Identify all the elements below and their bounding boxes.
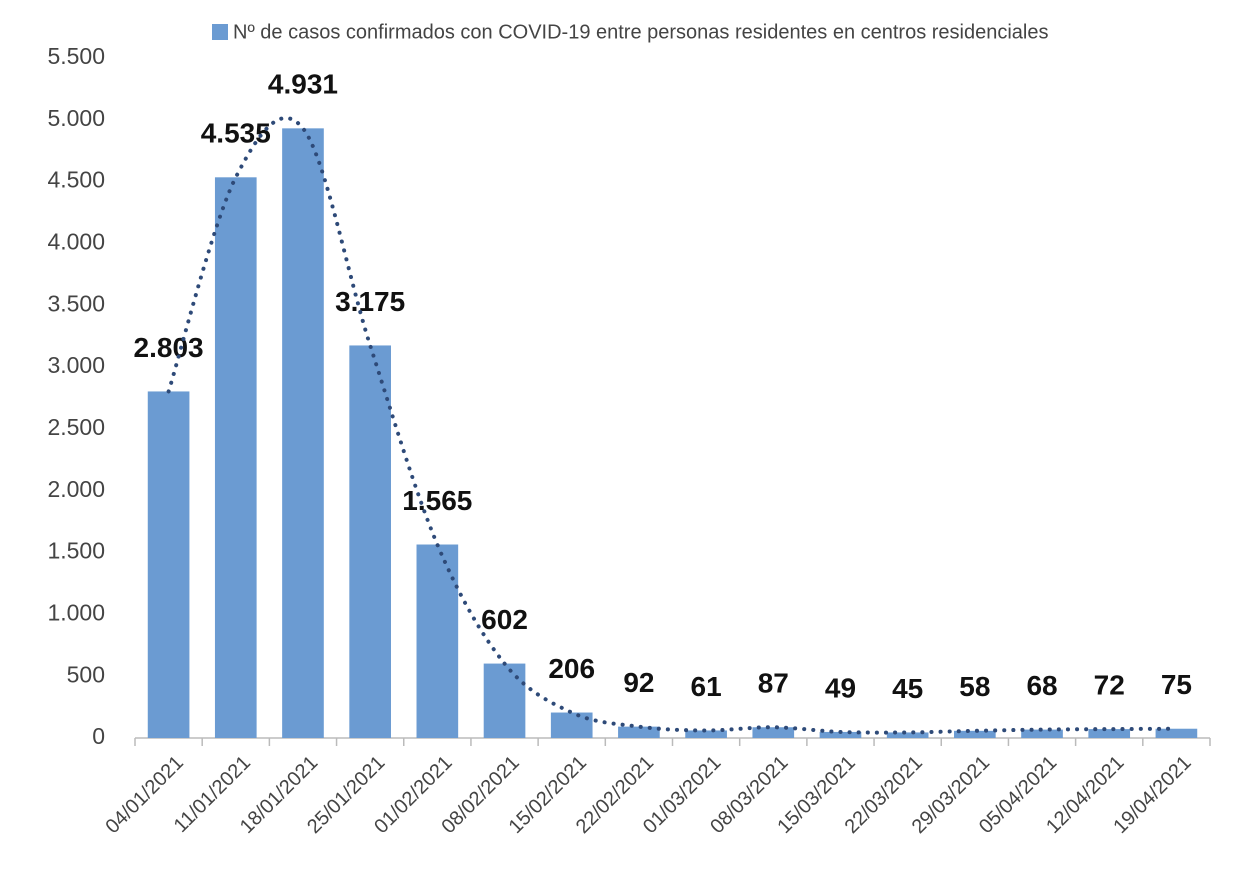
y-tick-label: 3.500 [47,290,105,316]
bar [1155,728,1198,738]
bar [147,391,190,738]
bar [483,663,526,738]
data-label: 68 [1026,670,1057,701]
y-tick-label: 4.500 [47,167,105,193]
y-tick-label: 0 [92,723,105,749]
y-tick-label: 1.000 [47,599,105,625]
bar [416,544,459,738]
bar [954,730,996,738]
data-label: 87 [758,668,789,699]
data-label: 206 [548,653,595,684]
y-tick-label: 2.000 [47,476,105,502]
data-label: 1.565 [402,485,472,516]
bar [1021,729,1063,738]
y-tick-label: 1.500 [47,538,105,564]
trend-line [166,116,1179,735]
bar [349,345,391,738]
data-label: 75 [1161,669,1192,700]
data-label: 58 [959,671,990,702]
legend-swatch [212,24,228,40]
bar [819,731,862,738]
y-tick-label: 3.000 [47,352,105,378]
data-label: 2.803 [134,332,204,363]
data-label: 4.931 [268,69,338,100]
y-tick-label: 5.500 [47,43,105,69]
y-tick-label: 2.500 [47,414,105,440]
bar [685,730,727,738]
bar [1088,729,1131,738]
y-tick-label: 5.000 [47,105,105,131]
data-label: 45 [892,673,923,704]
bar [214,177,257,739]
data-label: 602 [481,604,528,635]
data-label: 49 [825,672,856,703]
y-tick-label: 500 [67,661,105,687]
bar [886,732,929,738]
bar [282,128,324,738]
bar [618,726,660,738]
bar [752,727,795,738]
data-label: 4.535 [201,118,271,149]
y-tick-label: 4.000 [47,229,105,255]
data-label: 3.175 [335,286,405,317]
data-label: 61 [691,671,722,702]
data-label: 92 [623,667,654,698]
legend-label: Nº de casos confirmados con COVID-19 ent… [233,21,1049,43]
data-label: 72 [1094,669,1125,700]
